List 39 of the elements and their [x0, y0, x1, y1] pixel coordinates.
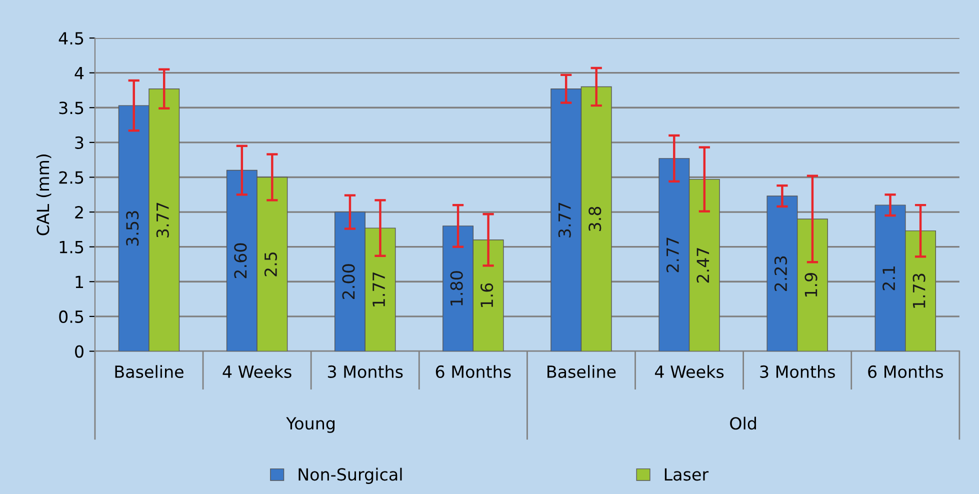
data-label: 2.77 — [666, 238, 679, 272]
y-tick-label: 4.5 — [58, 32, 84, 45]
x-tick-label: 3 Months — [328, 365, 403, 378]
x-tick-label: Baseline — [115, 365, 184, 378]
x-tick-label: 4 Weeks — [222, 365, 292, 378]
data-label: 3.53 — [126, 211, 139, 246]
data-label: 3.8 — [588, 206, 602, 231]
y-tick-label: 3.5 — [59, 102, 84, 114]
data-label: 3.77 — [558, 202, 571, 238]
data-label: 1.9 — [804, 273, 818, 297]
data-label: 2.23 — [774, 256, 788, 291]
y-tick-label: 1 — [76, 276, 84, 288]
data-label: 1.77 — [372, 272, 385, 306]
x-tick-label: Baseline — [548, 365, 616, 378]
legend-label: Non-Surgical — [298, 468, 402, 484]
data-label: 2.5 — [264, 252, 278, 276]
text: Old — [730, 416, 756, 430]
x-tick-label: 6 Months — [436, 365, 511, 378]
data-label: 2.1 — [882, 266, 895, 290]
data-label: 2.47 — [696, 248, 710, 283]
data-label: 1.73 — [912, 274, 926, 308]
y-tick-label: 0 — [75, 345, 84, 358]
data-label: 2.00 — [342, 264, 355, 299]
y-tick-label: 3 — [75, 136, 84, 150]
legend-label: Laser — [664, 468, 709, 481]
data-label: 1.80 — [450, 271, 463, 306]
y-tick-label: 2.5 — [59, 171, 84, 184]
x-tick-label: 4 Weeks — [654, 365, 724, 378]
x-tick-label: 3 Months — [760, 365, 835, 378]
data-label: 2.60 — [234, 243, 247, 278]
y-axis-title: CAL (mm) — [36, 154, 52, 236]
x-tick-label: 6 Months — [868, 365, 943, 378]
y-tick-label: 4 — [74, 67, 84, 80]
text: Young — [286, 417, 334, 433]
data-label: 1.6 — [480, 283, 494, 307]
y-tick-label: 0.5 — [59, 310, 84, 324]
y-tick-label: 2 — [75, 206, 83, 218]
data-label: 3.77 — [156, 202, 169, 238]
y-tick-label: 1.5 — [60, 241, 84, 254]
